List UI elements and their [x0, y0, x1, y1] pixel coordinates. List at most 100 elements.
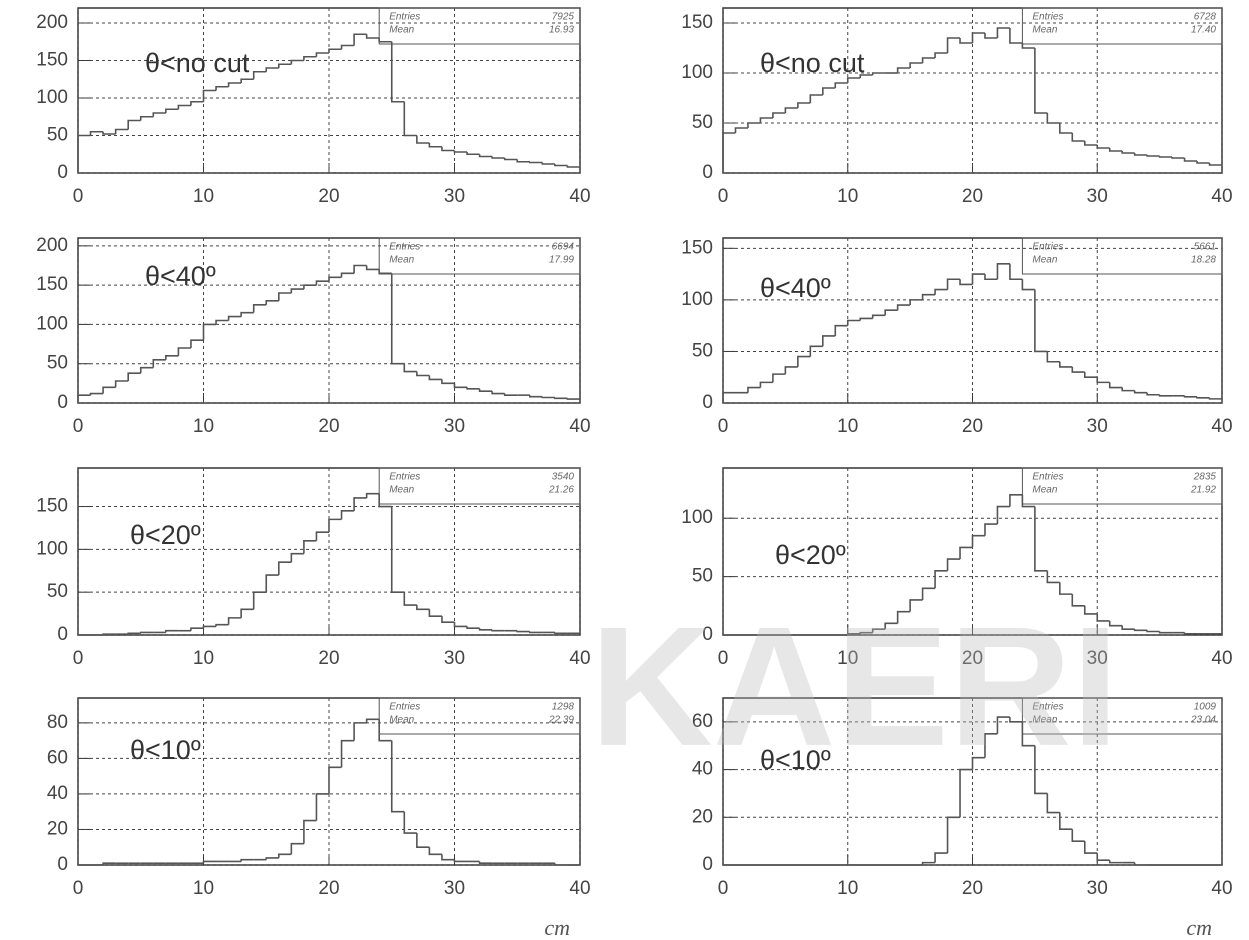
stats-label: Entries	[389, 242, 420, 253]
stats-value: 6694	[552, 242, 575, 253]
x-tick-label: 40	[1211, 648, 1232, 669]
histogram-bin	[555, 632, 568, 633]
cut-label: θ<no cut	[145, 48, 250, 78]
stats-value: 22.39	[548, 715, 574, 726]
y-tick-label: 150	[36, 274, 68, 295]
y-tick-label: 50	[692, 340, 713, 361]
x-tick-label: 10	[193, 416, 214, 437]
x-tick-label: 0	[718, 878, 729, 899]
x-tick-label: 20	[962, 878, 983, 899]
x-tick-label: 40	[1211, 416, 1232, 437]
stats-label: Entries	[389, 472, 420, 483]
y-tick-label: 100	[36, 87, 68, 108]
histogram-bin	[128, 633, 141, 634]
histogram-bin	[492, 630, 505, 631]
histogram-bin	[542, 397, 555, 398]
histogram-bin	[530, 162, 543, 163]
y-tick-label: 20	[692, 806, 713, 827]
stats-value: 17.40	[1191, 25, 1216, 36]
x-tick-label: 30	[1087, 186, 1108, 207]
y-tick-label: 150	[681, 12, 713, 33]
histogram-bin	[555, 398, 568, 399]
stats-label: Entries	[1032, 472, 1063, 483]
x-axis-label: cm	[1186, 915, 1212, 940]
y-tick-label: 0	[57, 854, 68, 875]
y-tick-label: 40	[47, 783, 68, 804]
x-tick-label: 20	[962, 416, 983, 437]
x-tick-label: 10	[837, 878, 858, 899]
x-tick-label: 30	[444, 648, 465, 669]
stats-value: 21.26	[548, 485, 574, 496]
x-tick-label: 30	[444, 878, 465, 899]
y-tick-label: 80	[47, 712, 68, 733]
x-tick-label: 10	[193, 648, 214, 669]
stats-value: 23.04	[1190, 715, 1216, 726]
y-tick-label: 100	[36, 313, 68, 334]
x-tick-label: 20	[318, 186, 339, 207]
y-tick-label: 100	[681, 289, 713, 310]
stats-label: Entries	[389, 12, 420, 23]
histogram-bin	[517, 631, 530, 632]
stats-value: 16.93	[549, 25, 574, 36]
cut-label: θ<20º	[130, 520, 201, 550]
y-tick-label: 150	[36, 50, 68, 71]
x-tick-label: 20	[318, 416, 339, 437]
stats-value: 1009	[1194, 702, 1217, 713]
cut-label: θ<20º	[775, 540, 846, 570]
x-tick-label: 30	[1087, 878, 1108, 899]
x-tick-label: 0	[73, 878, 84, 899]
stats-value: 1298	[552, 702, 575, 713]
x-axis-label: cm	[544, 915, 570, 940]
stats-label: Mean	[1032, 485, 1057, 496]
stats-label: Entries	[389, 702, 420, 713]
histogram-bin	[141, 632, 154, 633]
y-tick-label: 0	[702, 854, 713, 875]
x-tick-label: 40	[569, 878, 590, 899]
x-tick-label: 20	[318, 878, 339, 899]
stats-value: 21.92	[1190, 485, 1216, 496]
stats-value: 5661	[1194, 242, 1216, 253]
y-tick-label: 0	[702, 162, 713, 183]
x-tick-label: 30	[444, 416, 465, 437]
stats-label: Mean	[389, 255, 414, 266]
x-tick-label: 0	[73, 416, 84, 437]
y-tick-label: 50	[692, 112, 713, 133]
x-tick-label: 0	[73, 186, 84, 207]
y-tick-label: 50	[47, 581, 68, 602]
x-tick-label: 30	[444, 186, 465, 207]
stats-label: Mean	[389, 715, 414, 726]
y-tick-label: 0	[57, 624, 68, 645]
y-tick-label: 20	[47, 818, 68, 839]
y-tick-label: 60	[47, 747, 68, 768]
x-tick-label: 10	[837, 416, 858, 437]
stats-value: 2835	[1193, 472, 1217, 483]
stats-label: Mean	[1032, 25, 1057, 36]
stats-label: Entries	[1032, 242, 1063, 253]
x-tick-label: 0	[73, 648, 84, 669]
figure: 050100150200010203040Entries7925Mean16.9…	[0, 0, 1249, 940]
x-tick-label: 40	[569, 648, 590, 669]
stats-label: Mean	[389, 485, 414, 496]
stats-value: 7925	[552, 12, 575, 23]
x-tick-label: 40	[569, 416, 590, 437]
y-tick-label: 0	[57, 392, 68, 413]
x-tick-label: 10	[193, 186, 214, 207]
cut-label: θ<10º	[130, 735, 201, 765]
y-tick-label: 0	[57, 162, 68, 183]
histogram-bin	[567, 398, 580, 399]
stats-value: 3540	[552, 472, 575, 483]
y-tick-label: 200	[36, 12, 68, 33]
cut-label: θ<no cut	[760, 48, 865, 78]
stats-value: 18.28	[1191, 255, 1216, 266]
x-tick-label: 40	[569, 186, 590, 207]
stats-label: Entries	[1032, 12, 1063, 23]
y-tick-label: 150	[681, 237, 713, 258]
x-tick-label: 0	[718, 416, 729, 437]
stats-value: 6728	[1194, 12, 1217, 23]
x-tick-label: 10	[193, 878, 214, 899]
x-tick-label: 30	[1087, 416, 1108, 437]
y-tick-label: 100	[681, 62, 713, 83]
cut-label: θ<40º	[145, 261, 216, 291]
x-tick-label: 40	[1211, 878, 1232, 899]
stats-label: Mean	[389, 25, 414, 36]
